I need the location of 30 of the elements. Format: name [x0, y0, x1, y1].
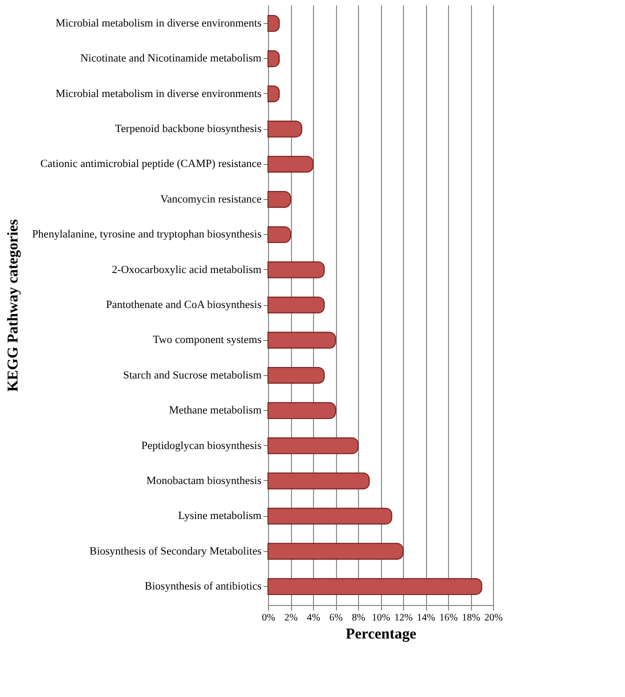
x-tick-label: 6% [329, 612, 343, 624]
y-tick-label: Biosynthesis of Secondary Metabolites [89, 545, 262, 558]
y-tick-label: Phenylalanine, tyrosine and tryptophan biosynthesis [32, 228, 262, 241]
y-tick-label: Pantothenate and CoA biosynthesis [106, 299, 262, 311]
y-tick-label: Terpenoid backbone biosynthesis [115, 123, 262, 136]
y-tick-label: Monobactam biosynthesis [146, 474, 262, 487]
x-tick-label: 0% [262, 612, 276, 624]
x-tick-label: 16% [439, 612, 458, 624]
y-tick-label: Vancomycin resistance [160, 193, 262, 206]
x-tick-label: 14% [416, 612, 436, 624]
x-tick-label: 4% [306, 612, 320, 624]
x-tick-label: 20% [484, 612, 503, 624]
y-tick-label: Microbial metabolism in diverse environments [56, 17, 262, 30]
y-tick-label: Two component systems [152, 334, 262, 346]
x-axis-title: Percentage [346, 626, 417, 642]
x-tick-label: 18% [462, 612, 480, 624]
y-tick-label: Methane metabolism [168, 404, 262, 417]
y-axis-title: KEGG Pathway categories [6, 219, 22, 392]
x-tick-label: 8% [352, 612, 366, 624]
y-tick-label: Biosynthesis of antibiotics [144, 580, 262, 593]
y-tick-label: Peptidoglycan biosynthesis [141, 440, 262, 452]
y-tick-label: 2-Oxocarboxylic acid metabolism [112, 264, 262, 276]
y-tick-label: Lysine metabolism [178, 510, 262, 522]
y-tick-label: Microbial metabolism in diverse environments [56, 88, 262, 100]
x-tick-label: 2% [284, 612, 298, 624]
y-tick-label: Nicotinate and Nicotinamide metabolism [80, 52, 262, 65]
x-tick-label: 10% [372, 612, 390, 624]
x-tick-label: 12% [394, 612, 413, 624]
y-tick-label: Cationic antimicrobial peptide (CAMP) resistance [40, 158, 262, 170]
y-tick-label: Starch and Sucrose metabolism [123, 369, 262, 382]
